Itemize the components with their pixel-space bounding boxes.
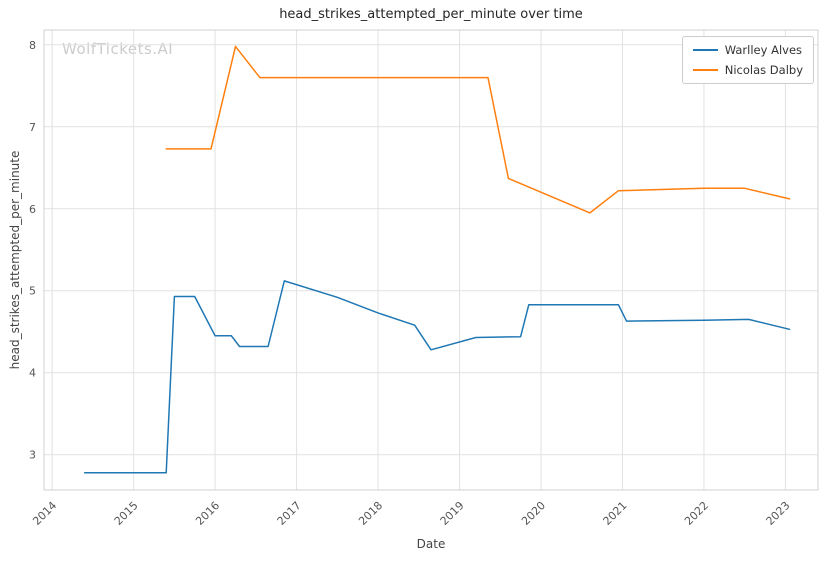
y-tick-label: 3 bbox=[29, 449, 36, 462]
legend-item-nicolas-dalby: Nicolas Dalby bbox=[692, 63, 803, 77]
series-line-warlley-alves bbox=[83, 280, 791, 474]
x-tick-label: 2014 bbox=[30, 499, 59, 528]
x-tick-label: 2021 bbox=[601, 499, 630, 528]
legend-line-swatch bbox=[692, 69, 718, 71]
x-tick-label: 2019 bbox=[438, 499, 467, 528]
legend-label: Nicolas Dalby bbox=[724, 63, 803, 77]
x-tick-label: 2017 bbox=[275, 499, 304, 528]
chart-title: head_strikes_attempted_per_minute over t… bbox=[279, 7, 583, 22]
y-tick-label: 5 bbox=[29, 285, 36, 298]
legend-label: Warlley Alves bbox=[724, 43, 803, 57]
x-tick-label: 2022 bbox=[682, 499, 711, 528]
series-line-nicolas-dalby bbox=[165, 45, 791, 214]
x-tick-label: 2015 bbox=[112, 499, 141, 528]
y-tick-label: 7 bbox=[29, 121, 36, 134]
y-tick-label: 8 bbox=[29, 39, 36, 52]
x-tick-label: 2016 bbox=[193, 499, 222, 528]
legend-line-swatch bbox=[692, 49, 718, 51]
legend: Warlley Alves Nicolas Dalby bbox=[681, 36, 814, 84]
y-tick-label: 6 bbox=[29, 203, 36, 216]
plot-border bbox=[43, 29, 819, 491]
y-tick-label: 4 bbox=[29, 367, 36, 380]
x-axis-label: Date bbox=[416, 537, 446, 551]
x-tick-label: 2023 bbox=[764, 499, 793, 528]
x-tick-label: 2018 bbox=[356, 499, 385, 528]
legend-item-warlley-alves: Warlley Alves bbox=[692, 43, 803, 57]
x-tick-label: 2020 bbox=[519, 499, 548, 528]
